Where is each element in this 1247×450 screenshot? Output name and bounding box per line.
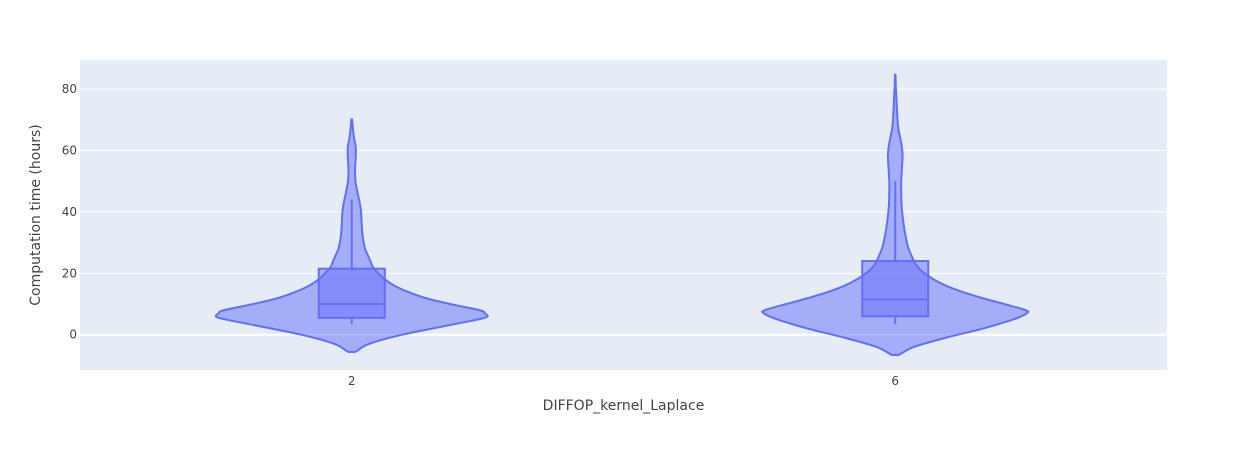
iqr-box xyxy=(317,267,386,319)
violins xyxy=(214,73,1030,357)
y-axis-title: Computation time (hours) xyxy=(28,124,44,305)
y-tick-label: 0 xyxy=(69,328,77,342)
x-axis-title: DIFFOP_kernel_Laplace xyxy=(543,398,705,414)
x-tick-label: 2 xyxy=(348,374,356,388)
x-tick-label: 6 xyxy=(891,374,899,388)
y-tick-label: 20 xyxy=(62,266,77,280)
iqr-box xyxy=(861,260,930,318)
y-tick-label: 60 xyxy=(62,144,77,158)
y-tick-labels: 0 20 40 60 80 xyxy=(62,82,77,342)
gridlines xyxy=(80,88,1167,336)
y-tick-label: 80 xyxy=(62,82,77,96)
y-tick-label: 40 xyxy=(62,205,77,219)
violin-6 xyxy=(761,73,1030,357)
violin-2 xyxy=(214,118,489,354)
